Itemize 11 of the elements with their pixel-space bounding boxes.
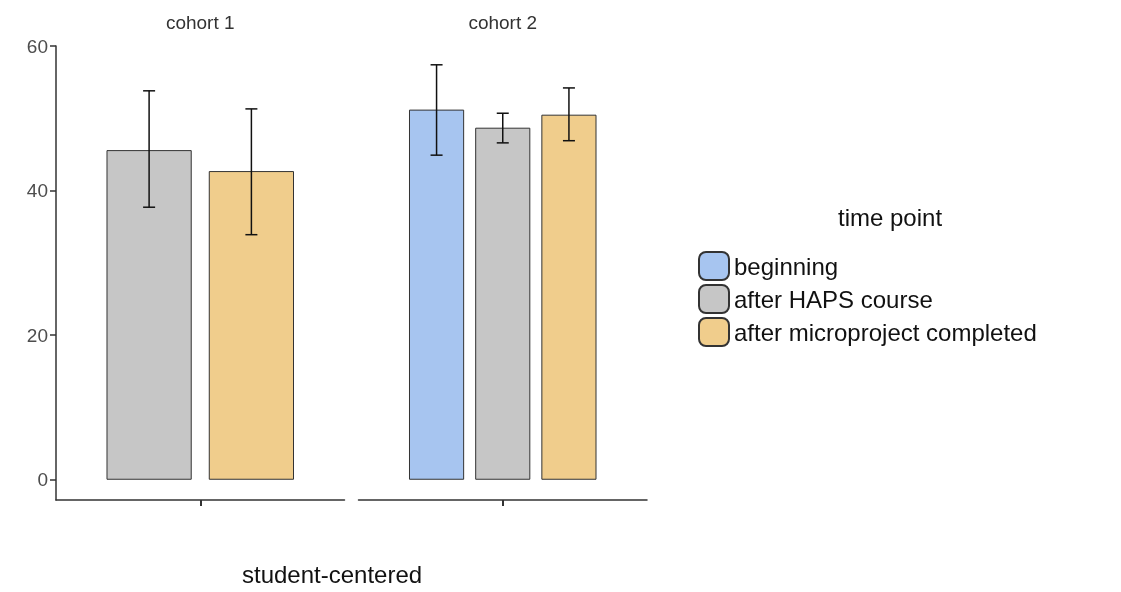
y-tick-label: 20 [26,324,48,346]
x-tick-label: cohort 1 [165,12,235,33]
legend-title: time point [838,203,943,231]
y-tick-label: 40 [26,180,48,202]
legend-label: beginning [734,252,839,280]
y-tick-label: 0 [37,469,48,491]
legend-label: after microproject completed [734,318,1037,346]
x-axis-title: student-centered [242,560,423,588]
legend-label: after HAPS course [734,285,933,313]
y-tick-label: 60 [26,35,48,57]
x-tick-label: cohort 2 [468,12,538,33]
